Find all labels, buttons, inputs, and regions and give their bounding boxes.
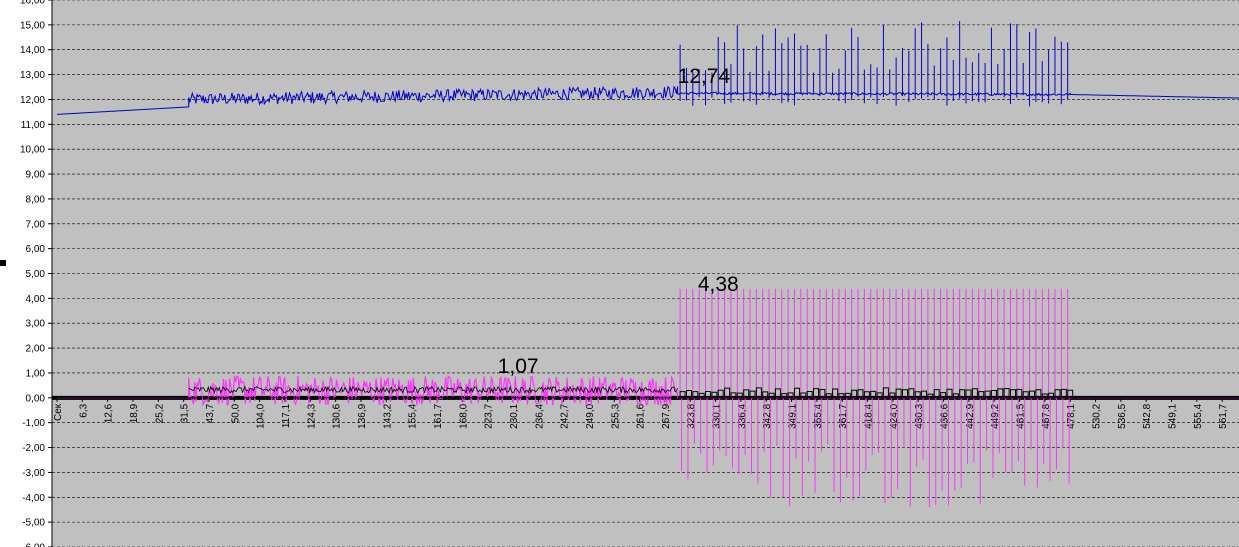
x-tick-label: 424,0 — [889, 403, 900, 428]
y-tick-label: 10,00 — [20, 145, 45, 156]
x-tick-label: 349,1 — [788, 403, 799, 428]
x-tick-label: 130,6 — [332, 403, 343, 428]
x-tick-label: 342,8 — [762, 403, 773, 428]
x-tick-label: 255,3 — [610, 403, 621, 428]
y-tick-label: 5,00 — [26, 269, 46, 280]
series-0 — [56, 21, 1239, 115]
x-tick-label: 442,9 — [965, 403, 976, 428]
x-tick-label: 549,1 — [1168, 403, 1179, 428]
x-tick-label: 449,2 — [990, 403, 1001, 428]
y-tick-label: 0,00 — [26, 393, 46, 404]
x-tick-label: 230,1 — [509, 403, 520, 428]
x-tick-label: 223,7 — [484, 403, 495, 428]
x-tick-label: 104,0 — [256, 403, 267, 428]
x-tick-label: 542,8 — [1142, 403, 1153, 428]
x-tick-label: 136,9 — [357, 403, 368, 428]
legend-marker — [0, 260, 6, 266]
x-tick-label: 31,5 — [180, 403, 191, 423]
x-tick-label: 323,8 — [686, 403, 697, 428]
series-1 — [57, 288, 1239, 507]
x-tick-label: 50,0 — [230, 403, 241, 423]
x-tick-label: 242,7 — [560, 403, 571, 428]
y-tick-label: 11,00 — [21, 120, 46, 131]
y-tick-label: -6,00 — [22, 543, 45, 547]
y-tick-label: 15,00 — [20, 20, 45, 31]
x-tick-label: 6,3 — [78, 403, 89, 417]
x-tick-label: 43,7 — [205, 403, 216, 423]
y-tick-label: -1,00 — [22, 418, 45, 429]
x-tick-label: 261,6 — [636, 403, 647, 428]
y-tick-label: 6,00 — [26, 244, 46, 255]
x-tick-label: 168,0 — [458, 403, 469, 428]
data-label: 12,74 — [678, 65, 731, 88]
y-tick-label: 16,00 — [20, 0, 45, 7]
x-tick-label: 267,9 — [661, 403, 672, 428]
x-tick-label: 124,3 — [306, 403, 317, 428]
x-tick-label: 355,4 — [813, 403, 824, 428]
y-tick-label: 7,00 — [26, 219, 46, 230]
series-layer — [56, 21, 1239, 507]
y-tick-label: -5,00 — [22, 518, 45, 529]
y-axis: -6,00 -5,00 -4,00 -3,00 -2,00 -1,00 0,00 1,00 2,… — [20, 0, 53, 547]
y-tick-label: 8,00 — [26, 194, 46, 205]
y-tick-label: 2,00 — [26, 344, 46, 355]
x-tick-label: 117,1 — [281, 403, 292, 428]
x-tick-label: 18,9 — [129, 403, 140, 423]
x-tick-label: 561,7 — [1218, 403, 1229, 428]
x-tick-label: 330,1 — [712, 403, 723, 428]
y-tick-label: 12,00 — [20, 95, 45, 106]
x-tick-label: 436,6 — [940, 403, 951, 428]
y-tick-label: 1,00 — [26, 368, 46, 379]
x-tick-label: 12,6 — [104, 403, 115, 423]
y-tick-label: -2,00 — [22, 443, 45, 454]
annotation-layer: 12,74 4,38 1,07 — [498, 65, 739, 378]
data-label: 1,07 — [498, 355, 539, 378]
y-tick-label: 3,00 — [26, 319, 46, 330]
series-line — [56, 85, 1239, 115]
x-tick-label: 143,2 — [382, 403, 393, 428]
series-line — [188, 385, 678, 395]
y-tick-label: -3,00 — [22, 468, 45, 479]
y-tick-label: -4,00 — [22, 493, 45, 504]
x-tick-label: 530,2 — [1092, 403, 1103, 428]
x-tick-label: 155,4 — [408, 403, 419, 428]
x-tick-label: 25,2 — [154, 403, 165, 423]
x-tick-label: 461,5 — [1016, 403, 1027, 428]
y-tick-label: 4,00 — [26, 294, 46, 305]
x-tick-label: 236,4 — [534, 403, 545, 428]
data-label: 4,38 — [698, 273, 739, 296]
x-tick-label: 430,3 — [914, 403, 925, 428]
y-tick-label: 13,00 — [20, 70, 45, 81]
x-tick-label: 361,7 — [838, 403, 849, 428]
x-tick-label: 161,7 — [433, 403, 444, 428]
x-tick-label: 478,1 — [1066, 403, 1077, 428]
y-tick-label: 14,00 — [20, 45, 45, 56]
series-2 — [57, 385, 1239, 399]
x-tick-label: 249,0 — [585, 403, 596, 428]
x-tick-label: 555,4 — [1193, 403, 1204, 428]
x-tick-label: 336,4 — [737, 403, 748, 428]
x-tick-label: Сек — [53, 403, 64, 421]
x-tick-label: 467,8 — [1041, 403, 1052, 428]
y-tick-label: 9,00 — [26, 170, 46, 181]
x-tick-label: 418,4 — [864, 403, 875, 428]
x-tick-label: 536,5 — [1117, 403, 1128, 428]
series-ripple — [679, 387, 1074, 398]
